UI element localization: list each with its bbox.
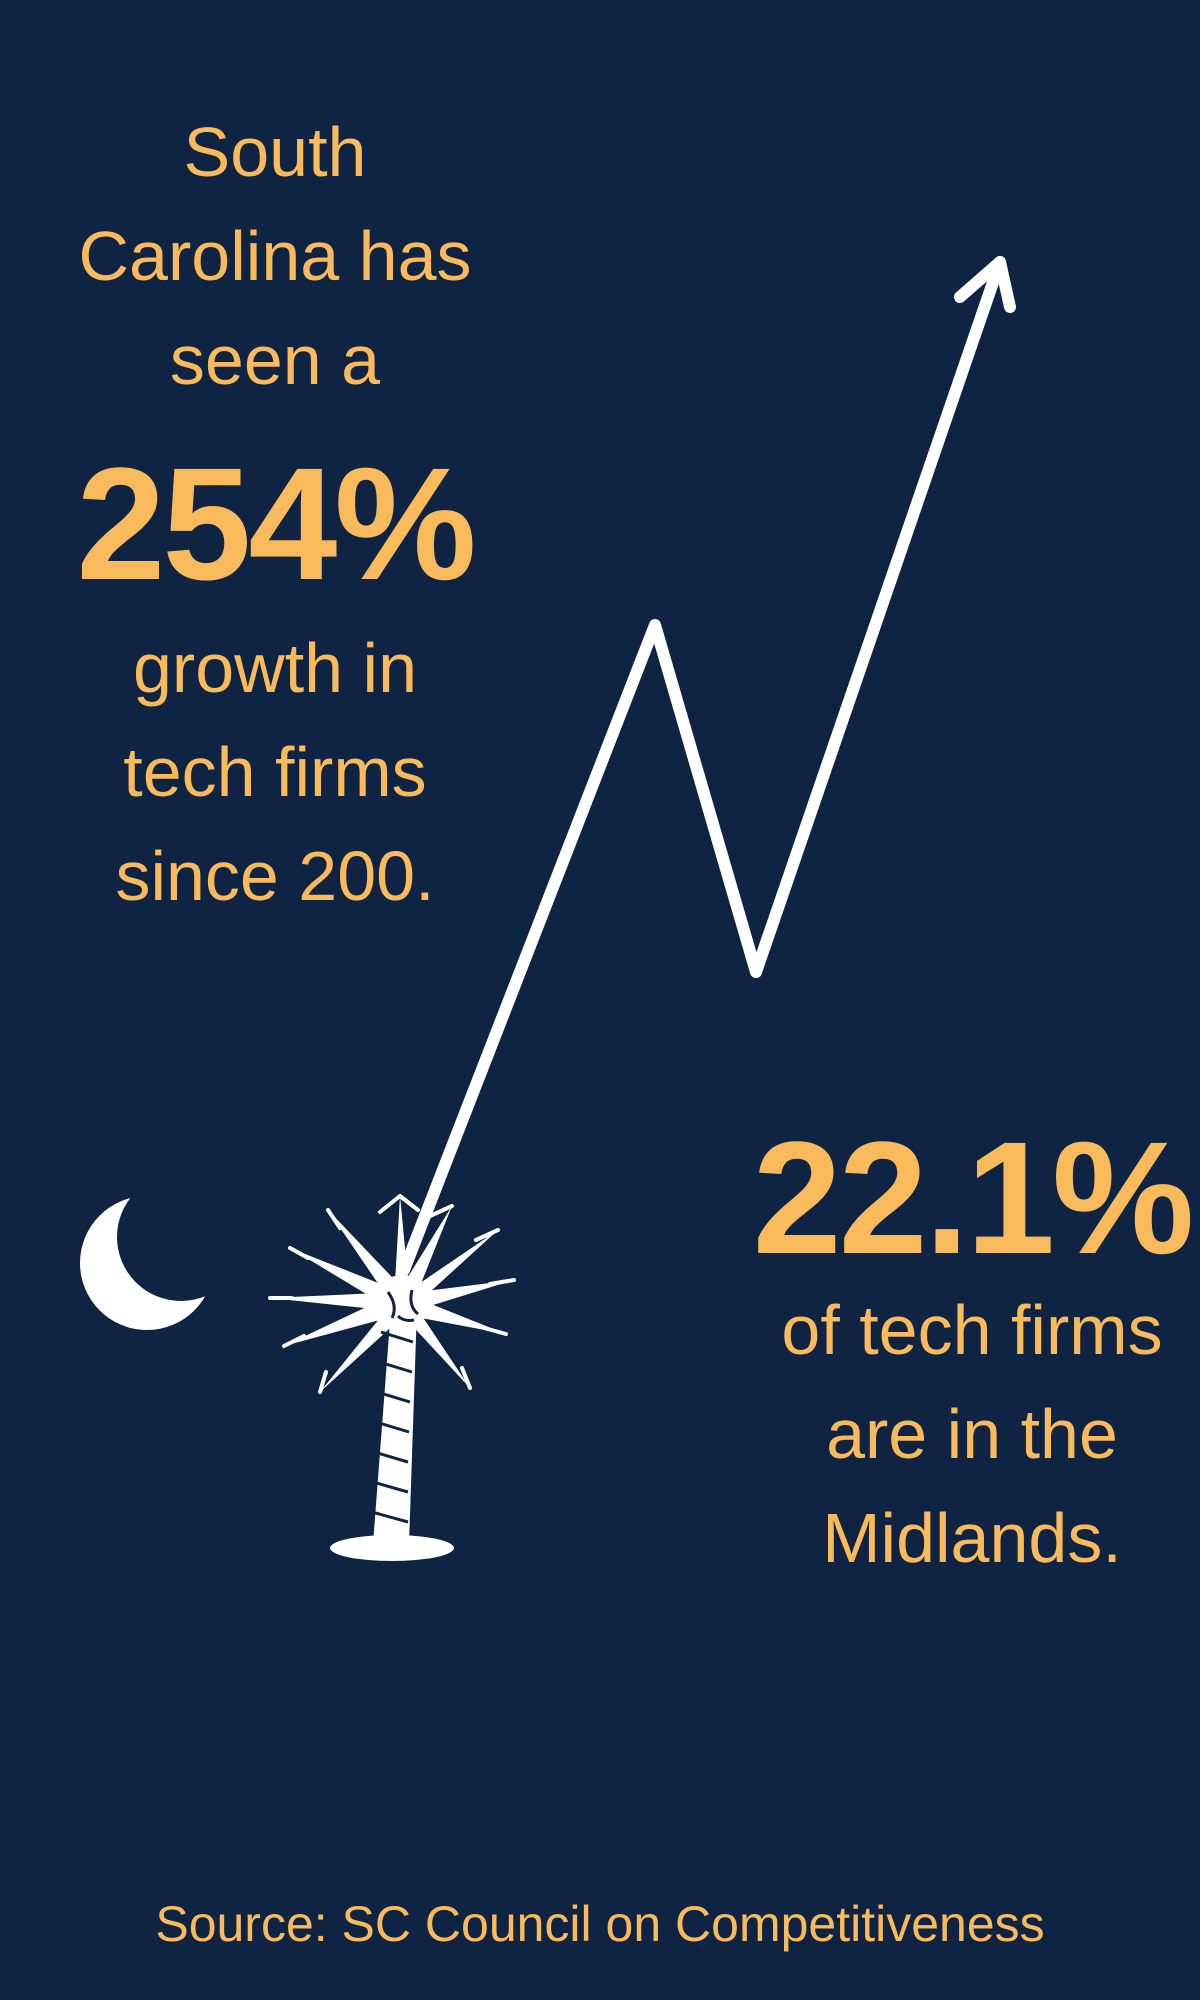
stat-growth-caption-line: since 200. [115, 837, 435, 915]
stat-growth-caption-line: tech firms [123, 733, 427, 811]
source-attribution: Source: SC Council on Competitiveness [155, 1896, 1045, 1952]
stat-growth-caption-line: growth in [132, 629, 418, 707]
stat-growth-caption: growth in tech firms since 200. [55, 616, 495, 928]
stat-growth-intro-line: Carolina has [78, 217, 472, 295]
stat-midlands-block: 22.1% of tech firms are in the Midlands. [742, 1118, 1200, 1590]
stat-midlands-caption: of tech firms are in the Midlands. [742, 1278, 1200, 1590]
stat-growth-intro-line: seen a [169, 321, 381, 399]
stat-growth-intro-line: South [183, 113, 367, 191]
stat-midlands-value: 22.1% [752, 1108, 1195, 1287]
crescent-moon-icon [80, 1173, 245, 1330]
palmetto-tree-icon [268, 1194, 516, 1561]
stat-growth-block: South Carolina has seen a 254% growth in… [55, 100, 495, 928]
zigzag-growth-arrow-icon [398, 256, 1016, 1276]
stat-midlands-caption-line: are in the [826, 1395, 1118, 1473]
stat-midlands-caption-line: of tech firms [781, 1291, 1163, 1369]
stat-growth-value: 254% [76, 434, 476, 613]
stat-midlands-caption-line: Midlands. [822, 1499, 1122, 1577]
